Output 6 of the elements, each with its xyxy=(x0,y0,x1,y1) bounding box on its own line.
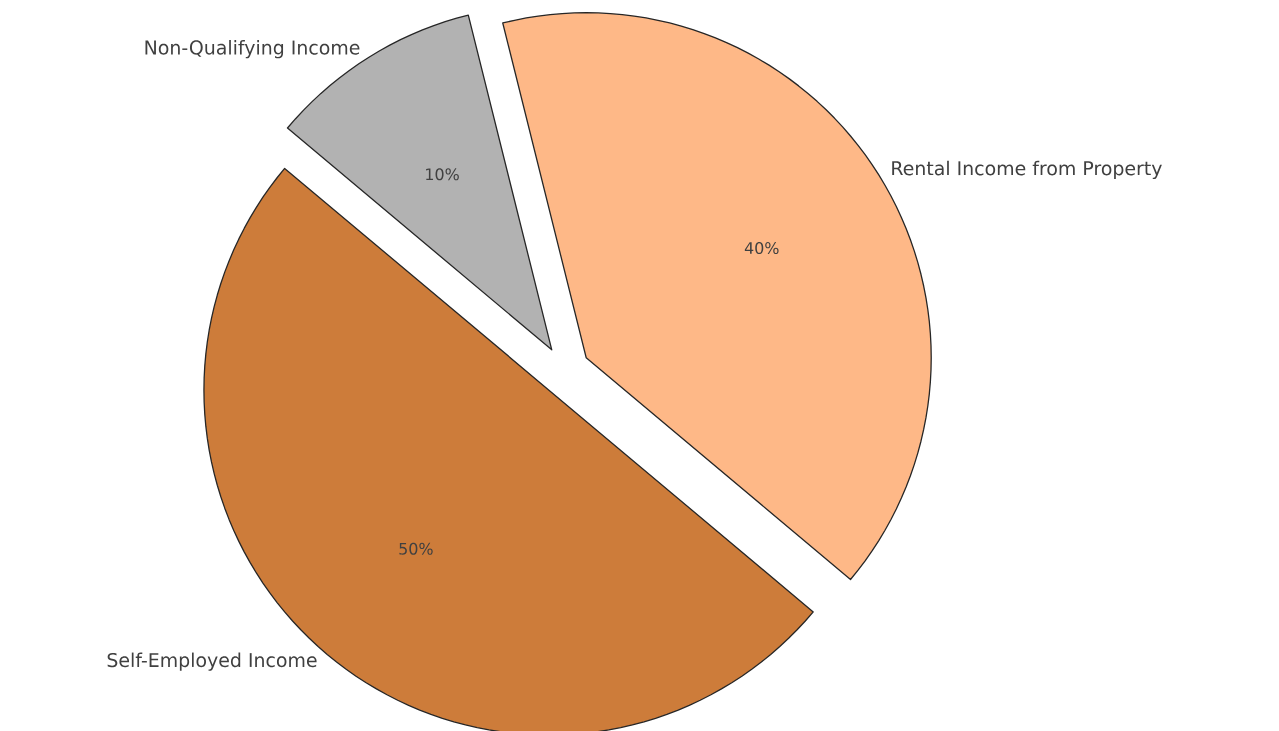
slice-label: Rental Income from Property xyxy=(892,160,1162,180)
slice-label: Self-Employed Income xyxy=(107,652,317,671)
slice-label: Non-Qualifying Income xyxy=(145,40,360,59)
data-label: 50% xyxy=(399,542,433,555)
data-label: 40% xyxy=(744,242,779,255)
data-label: 10% xyxy=(426,168,459,181)
